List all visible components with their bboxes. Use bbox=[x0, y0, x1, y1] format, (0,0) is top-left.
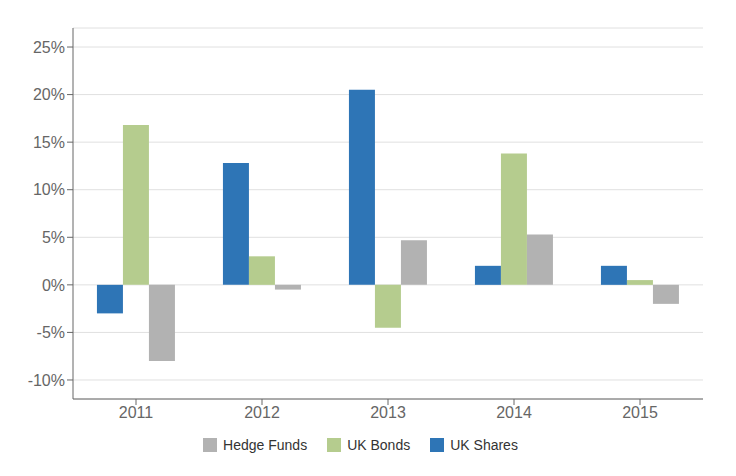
svg-text:2011: 2011 bbox=[119, 404, 154, 421]
svg-text:0%: 0% bbox=[42, 277, 65, 294]
svg-text:15%: 15% bbox=[33, 134, 65, 151]
html-text:Hedge Funds: Hedge Funds bbox=[223, 437, 308, 453]
svg-text:-5%: -5% bbox=[37, 324, 65, 341]
svg-text:2014: 2014 bbox=[496, 404, 532, 421]
svg-text:25%: 25% bbox=[33, 39, 65, 56]
svg-text:-10%: -10% bbox=[28, 372, 65, 389]
html-text:UK Bonds: UK Bonds bbox=[347, 437, 411, 453]
html-text:UK Shares: UK Shares bbox=[450, 437, 518, 453]
svg-text:20%: 20% bbox=[33, 86, 65, 103]
svg-text:2013: 2013 bbox=[370, 404, 406, 421]
svg-text:5%: 5% bbox=[42, 229, 65, 246]
svg-text:2012: 2012 bbox=[244, 404, 280, 421]
svg-text:2015: 2015 bbox=[622, 404, 658, 421]
svg-text:10%: 10% bbox=[33, 181, 65, 198]
